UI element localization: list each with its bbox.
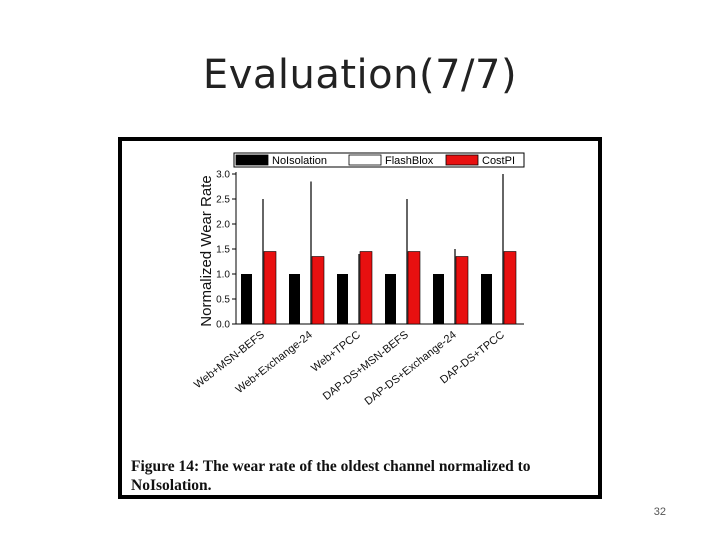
bars <box>241 174 517 325</box>
legend-label: NoIsolation <box>272 155 327 167</box>
bar-noisolation <box>337 274 348 324</box>
legend: NoIsolation FlashBlox CostPI <box>233 152 525 168</box>
bar-costpi <box>311 256 325 325</box>
page-number: 32 <box>653 506 666 518</box>
bar-costpi <box>407 251 421 325</box>
figure-frame: 0.0 0.5 1.0 1.5 2.0 2.5 3.0 Normalized Wear Rat… <box>118 137 602 499</box>
y-tick-label: 2.5 <box>216 195 230 206</box>
y-tick-label: 2.0 <box>216 220 230 231</box>
figure-caption: Figure 14: The wear rate of the oldest c… <box>131 458 531 494</box>
legend-swatch <box>348 154 382 166</box>
bar-noisolation <box>481 274 492 324</box>
y-tick-label: 1.5 <box>216 245 230 256</box>
bar-noisolation <box>289 274 300 324</box>
bar-noisolation <box>433 274 444 324</box>
legend-label: CostPI <box>482 155 515 167</box>
y-axis-label: Normalized Wear Rate <box>198 175 215 326</box>
bar-noisolation <box>385 274 396 324</box>
legend-swatch <box>235 154 269 166</box>
bar-noisolation <box>241 274 252 324</box>
bar-costpi <box>263 251 277 325</box>
x-tick-labels: Web+MSN-BEFSWeb+Exchange-24Web+TPCCDAP-D… <box>192 329 507 408</box>
figure-panel: 0.0 0.5 1.0 1.5 2.0 2.5 3.0 Normalized Wear Rat… <box>122 141 598 495</box>
y-tick-label: 0.5 <box>216 295 230 306</box>
x-tick-label: DAP-DS+MSN-BEFS <box>321 329 411 403</box>
bar-costpi <box>503 251 517 325</box>
legend-label: FlashBlox <box>385 155 434 167</box>
y-tick-label: 0.0 <box>216 320 230 331</box>
bar-costpi <box>455 256 469 325</box>
legend-swatch <box>445 154 479 166</box>
x-tick-label: DAP-DS+Exchange-24 <box>363 329 459 408</box>
y-tick-label: 3.0 <box>216 170 230 181</box>
bar-costpi <box>359 251 373 325</box>
y-tick-label: 1.0 <box>216 270 230 281</box>
slide-title: Evaluation(7/7) <box>202 52 518 98</box>
